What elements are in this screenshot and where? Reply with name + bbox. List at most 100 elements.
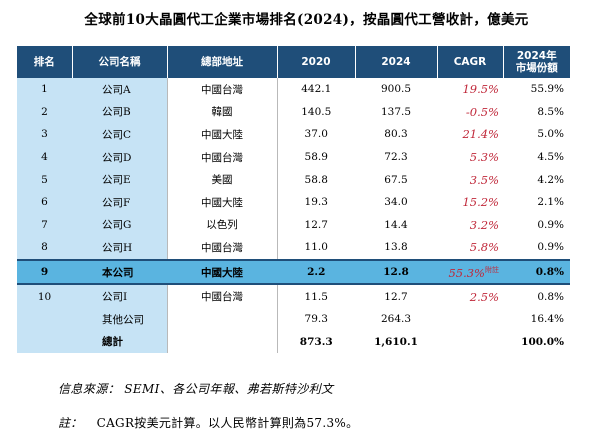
cagr-cell: 5.3%	[469, 150, 499, 165]
footnote: 註： CAGR按美元計算。以人民幣計算則為57.3%。	[58, 414, 358, 431]
cagr-cell: 2.5%	[469, 289, 499, 304]
table-row: 3 公司C 中國大陸 37.0 80.3 21.4% 5.0%	[17, 123, 570, 146]
table-row: 1 公司A 中國台灣 442.1 900.5 19.5% 55.9%	[17, 78, 570, 101]
market-share-cell: 2.1%	[537, 196, 564, 209]
headquarters-cell: 中國台灣	[166, 78, 278, 101]
page-title: 全球前10大晶圓代工企業市場排名(2024)，按晶圓代工營收計，億美元	[84, 12, 529, 28]
source-note: 信息來源： SEMI、各公司年報、弗若斯特沙利文	[58, 382, 334, 396]
revenue-2020-cell: 140.5	[301, 105, 332, 118]
revenue-2020-cell: 11.0	[304, 241, 328, 254]
market-share-cell: 8.5%	[537, 105, 564, 118]
headquarters-cell: 中國大陸	[166, 190, 278, 214]
rank-cell: 8	[17, 236, 72, 260]
cagr-cell: 15.2%	[462, 195, 499, 210]
rank-cell	[17, 307, 72, 331]
market-share-cell: 0.8%	[537, 290, 564, 303]
header-headquarters: 總部地址	[167, 46, 278, 78]
market-share-cell: 16.4%	[530, 313, 564, 326]
market-share-cell: 0.9%	[537, 218, 564, 231]
revenue-2024-cell: 900.5	[380, 83, 412, 96]
headquarters-cell: 中國大陸	[166, 258, 278, 286]
company-name-cell: 公司C	[72, 123, 167, 146]
header-cagr: CAGR	[437, 46, 504, 78]
revenue-2020-cell: 2.2	[277, 258, 355, 286]
revenue-2020-cell: 79.3	[304, 313, 328, 326]
rank-cell: 5	[17, 168, 72, 191]
company-name-cell: 公司B	[72, 100, 167, 124]
rank-cell: 3	[17, 123, 72, 146]
company-name-cell: 公司F	[72, 190, 167, 214]
table-row: 7 公司G 以色列 12.7 14.4 3.2% 0.9%	[17, 213, 570, 237]
company-name-cell: 總計	[72, 330, 167, 354]
table-row: 6 公司F 中國大陸 19.3 34.0 15.2% 2.1%	[17, 190, 570, 214]
headquarters-cell: 以色列	[166, 213, 278, 237]
headquarters-cell	[166, 307, 278, 331]
cagr-cell: 5.8%	[469, 240, 499, 255]
revenue-2020-cell: 442.1	[301, 83, 332, 96]
rank-cell: 9	[17, 258, 72, 286]
header-company-name: 公司名稱	[72, 46, 168, 78]
company-name-cell: 本公司	[72, 258, 167, 286]
revenue-2020-cell: 58.8	[304, 173, 328, 186]
company-name-cell: 公司E	[72, 168, 167, 191]
table-row: 4 公司D 中國台灣 58.9 72.3 5.3% 4.5%	[17, 145, 570, 169]
revenue-2020-cell: 873.3	[299, 335, 333, 348]
headquarters-cell	[166, 330, 278, 354]
headquarters-cell: 中國台灣	[166, 236, 278, 260]
revenue-2024-cell: 12.7	[384, 290, 408, 303]
table-row: 8 公司H 中國台灣 11.0 13.8 5.8% 0.9%	[17, 236, 570, 260]
company-name-cell: 其他公司	[72, 307, 167, 331]
footnote-marker: 附註	[485, 265, 499, 274]
cagr-cell: 3.5%	[469, 172, 499, 187]
header-rank: 排名	[17, 46, 73, 78]
header-2020: 2020	[277, 46, 356, 78]
header-market-share-line1: 2024年	[516, 50, 557, 62]
footnote-text: CAGR按美元計算。以人民幣計算則為57.3%。	[96, 416, 359, 430]
revenue-2024-cell: 72.3	[384, 151, 408, 164]
revenue-2024-cell: 12.8	[355, 258, 437, 286]
cagr-cell: 3.2%	[469, 217, 499, 232]
market-share-cell: 5.0%	[537, 128, 564, 141]
market-share-cell: 4.5%	[537, 151, 564, 164]
market-share-cell: 55.9%	[530, 83, 564, 96]
rank-cell: 10	[17, 284, 72, 308]
revenue-2024-cell: 67.5	[384, 173, 408, 186]
revenue-2020-cell: 19.3	[304, 196, 328, 209]
revenue-2024-cell: 264.3	[380, 313, 412, 326]
total-row: 總計 873.3 1,610.1 100.0%	[17, 330, 570, 354]
market-share-cell: 0.8%	[503, 258, 570, 286]
cagr-cell: 55.3%附註	[437, 258, 503, 286]
rank-cell: 7	[17, 213, 72, 237]
table-header-row: 排名 公司名稱 總部地址 2020 2024 CAGR 2024年 市場份額	[17, 46, 570, 78]
table-row: 5 公司E 美國 58.8 67.5 3.5% 4.2%	[17, 168, 570, 191]
cagr-cell: 21.4%	[462, 127, 499, 142]
revenue-2020-cell: 11.5	[304, 290, 328, 303]
headquarters-cell: 中國台灣	[166, 145, 278, 169]
market-share-cell: 4.2%	[537, 173, 564, 186]
cagr-cell	[437, 331, 503, 354]
rank-cell: 1	[17, 78, 72, 101]
revenue-2024-cell: 1,610.1	[374, 335, 418, 348]
market-share-cell: 0.9%	[537, 241, 564, 254]
footnote-label: 註：	[58, 416, 83, 430]
rank-cell: 2	[17, 100, 72, 124]
header-market-share: 2024年 市場份額	[503, 46, 570, 78]
headquarters-cell: 中國大陸	[166, 123, 278, 146]
market-share-cell: 100.0%	[521, 335, 564, 348]
revenue-2024-cell: 14.4	[384, 218, 408, 231]
headquarters-cell: 中國台灣	[166, 284, 278, 308]
company-name-cell: 公司H	[72, 236, 167, 260]
table-row: 2 公司B 韓國 140.5 137.5 -0.5% 8.5%	[17, 100, 570, 124]
rank-cell: 6	[17, 190, 72, 214]
rank-cell: 4	[17, 145, 72, 169]
headquarters-cell: 韓國	[166, 100, 278, 124]
others-row: 其他公司 79.3 264.3 16.4%	[17, 307, 570, 331]
cagr-cell: 19.5%	[462, 82, 499, 97]
revenue-2020-cell: 12.7	[304, 218, 328, 231]
company-name-cell: 公司I	[72, 284, 167, 308]
company-name-cell: 公司A	[72, 78, 167, 101]
cagr-cell: -0.5%	[465, 104, 499, 119]
header-2024: 2024	[355, 46, 438, 78]
cagr-cell	[437, 308, 503, 331]
company-name-cell: 公司G	[72, 213, 167, 237]
